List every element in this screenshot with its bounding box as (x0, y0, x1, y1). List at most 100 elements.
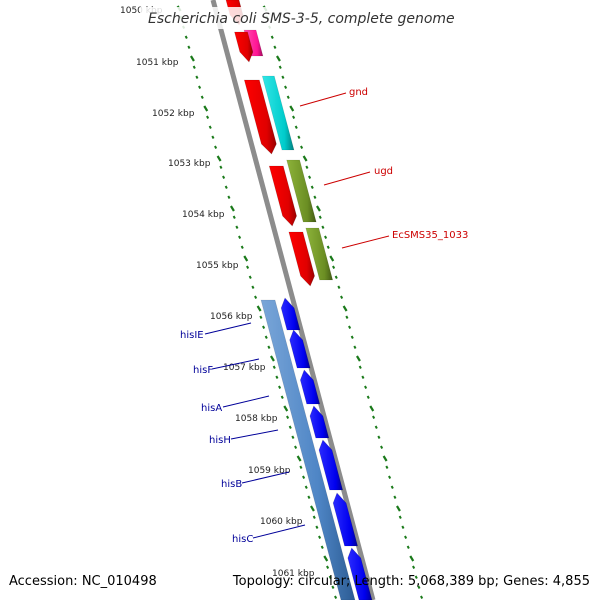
rail-tick (275, 55, 281, 62)
rail-tick (409, 555, 415, 562)
rail-tick (208, 125, 212, 129)
gene-feature (260, 299, 356, 600)
rail-tick (254, 295, 258, 299)
rail-tick (232, 215, 236, 219)
rail-tick (195, 75, 199, 79)
rail-tick (238, 235, 242, 239)
rail-tick (273, 45, 277, 49)
gene-label-gnd[interactable]: gnd (349, 87, 368, 98)
rail-tick (412, 565, 416, 569)
ruler-label: 1055 kbp (196, 261, 239, 271)
rail-tick (297, 135, 301, 139)
genome-backbone (210, 0, 376, 600)
gene-label-ugd[interactable]: ugd (374, 166, 393, 177)
rail-tick (292, 115, 296, 119)
rail-tick (326, 245, 330, 249)
label-leader (230, 429, 279, 440)
cds-arrow (309, 405, 330, 439)
rail-tick (318, 215, 322, 219)
rail-tick (414, 575, 418, 579)
rail-tick (269, 355, 275, 362)
label-leader (323, 171, 371, 186)
cds-arrow (332, 492, 358, 547)
rail-tick (227, 195, 231, 199)
rail-tick (332, 265, 336, 269)
rail-tick (374, 425, 378, 429)
rail-tick (184, 35, 188, 39)
rail-tick (286, 95, 290, 99)
rail-tick (192, 65, 196, 69)
gene-feature (286, 159, 317, 223)
rail-tick (312, 515, 316, 519)
rail-tick (372, 415, 376, 419)
rail-tick (289, 105, 295, 112)
ruler-label: 1053 kbp (168, 159, 211, 169)
rail-tick (294, 125, 298, 129)
gene-label-hisf[interactable]: hisF (193, 365, 213, 376)
gene-label-ecsms35-1033[interactable]: EcSMS35_1033 (392, 230, 468, 241)
label-leader (252, 524, 306, 539)
rail-tick (214, 145, 218, 149)
ruler-label: 1051 kbp (136, 58, 179, 68)
rail-tick (278, 385, 282, 389)
rail-tick (259, 315, 263, 319)
rail-tick (296, 455, 302, 462)
cds-arrow (288, 231, 315, 287)
gene-label-hisa[interactable]: hisA (201, 403, 222, 414)
rail-tick (377, 435, 381, 439)
rail-tick (342, 305, 348, 312)
outer-tick-rail (262, 5, 424, 599)
rail-tick (334, 275, 338, 279)
rail-tick (302, 155, 308, 162)
rail-tick (353, 345, 357, 349)
rail-tick (323, 555, 329, 562)
rail-tick (307, 495, 311, 499)
cds-arrow (318, 439, 344, 491)
label-leader (211, 358, 260, 370)
cds-arrow (300, 369, 321, 405)
gene-feature (261, 75, 295, 151)
rail-tick (200, 95, 204, 99)
rail-tick (404, 535, 408, 539)
cds-arrow (289, 329, 311, 369)
rail-tick (251, 285, 255, 289)
ruler-label: 1054 kbp (182, 210, 225, 220)
rail-tick (348, 325, 352, 329)
rail-tick (350, 335, 354, 339)
rail-tick (219, 165, 223, 169)
rail-tick (358, 365, 362, 369)
rail-tick (198, 85, 202, 89)
rail-tick (283, 405, 289, 412)
rail-tick (361, 375, 365, 379)
rail-tick (406, 545, 410, 549)
rail-tick (240, 245, 244, 249)
rail-tick (262, 325, 266, 329)
rail-tick (272, 365, 276, 369)
accession-text: Accession: NC_010498 (9, 574, 157, 589)
rail-tick (211, 135, 215, 139)
rail-tick (284, 85, 288, 89)
gene-label-hisie[interactable]: hisIE (180, 330, 204, 341)
ruler-label: 1058 kbp (235, 414, 278, 424)
rail-tick (315, 205, 321, 212)
rail-tick (345, 315, 349, 319)
rail-tick (324, 235, 328, 239)
gene-label-hisb[interactable]: hisB (221, 479, 242, 490)
rail-tick (331, 585, 335, 589)
rail-tick (300, 145, 304, 149)
rail-tick (270, 35, 274, 39)
rail-tick (321, 225, 325, 229)
reverse-gene-labels: hisIE hisF hisA hisH hisB hisC (180, 322, 306, 545)
ruler-label: 1059 kbp (248, 466, 291, 476)
rail-tick (395, 505, 401, 512)
rail-tick (243, 255, 249, 262)
gene-label-hisc[interactable]: hisC (232, 534, 253, 545)
rail-tick (364, 385, 368, 389)
gene-label-hish[interactable]: hisH (209, 435, 231, 446)
inner-tick-rail (176, 5, 338, 599)
rail-tick (329, 255, 335, 262)
rail-tick (235, 225, 239, 229)
ruler-labels: 1050 kbp 1051 kbp 1052 kbp 1053 kbp 1054… (120, 6, 315, 579)
rail-tick (187, 45, 191, 49)
